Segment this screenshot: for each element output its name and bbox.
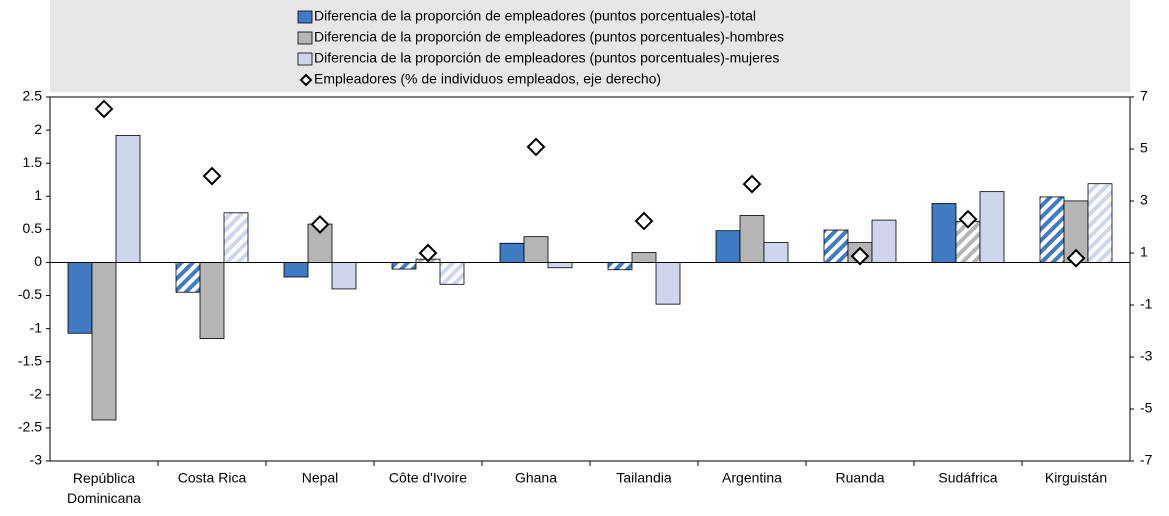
y2-tick-label: -3: [1140, 348, 1153, 364]
bar: [67, 262, 93, 334]
y-tick-label: -2.5: [18, 419, 42, 435]
legend-swatch: [297, 10, 313, 24]
y-tick-label: -3: [30, 452, 43, 468]
bar: [523, 236, 549, 263]
y-tick-label: 2: [34, 121, 42, 137]
diamond-marker: [958, 209, 978, 229]
legend-label: Diferencia de la proporción de empleador…: [314, 8, 756, 24]
bar: [655, 262, 681, 305]
bar: [607, 262, 633, 271]
legend-label: Empleadores (% de individuos empleados, …: [314, 71, 661, 87]
diamond-marker: [310, 214, 330, 234]
bar: [871, 219, 897, 263]
x-tick-label: Sudáfrica: [938, 470, 997, 486]
diamond-marker: [742, 174, 762, 194]
bar: [223, 212, 249, 263]
x-tick-label: Kirguistán: [1045, 470, 1107, 486]
y-tick-label: 1: [34, 187, 42, 203]
diamond-marker: [418, 243, 438, 263]
diamond-marker: [202, 166, 222, 186]
y-tick-label: -2: [30, 386, 43, 402]
legend-label: Diferencia de la proporción de empleador…: [314, 50, 779, 66]
bar: [739, 215, 765, 263]
diamond-marker: [94, 99, 114, 119]
diamond-marker: [850, 246, 870, 266]
bar: [715, 230, 741, 263]
bar: [115, 134, 141, 263]
x-tick-label: Nepal: [302, 470, 339, 486]
x-tick-label: Argentina: [722, 470, 782, 486]
legend-background: [50, 0, 1130, 92]
x-tick-label: Costa Rica: [178, 470, 247, 486]
x-tick-label: Tailandia: [616, 470, 671, 486]
legend-marker: [299, 73, 313, 87]
diamond-marker: [634, 211, 654, 231]
bar: [199, 262, 225, 339]
y-tick-label: -0.5: [18, 286, 42, 302]
bar: [283, 262, 309, 278]
y2-tick-label: -5: [1140, 400, 1153, 416]
y2-tick-label: -7: [1140, 452, 1153, 468]
y2-tick-label: -1: [1140, 296, 1153, 312]
y-tick-label: 2.5: [23, 88, 43, 104]
bar: [979, 191, 1005, 263]
legend-swatch: [297, 31, 313, 45]
bar: [1039, 196, 1065, 263]
bar: [1087, 183, 1113, 263]
y-tick-label: 1.5: [23, 154, 43, 170]
bar: [331, 262, 357, 290]
x-tick-label: Côte d'Ivoire: [389, 470, 467, 486]
y2-tick-label: 1: [1140, 244, 1148, 260]
bar: [631, 252, 657, 263]
bar: [91, 262, 117, 421]
diamond-marker: [526, 137, 546, 157]
bar: [763, 242, 789, 263]
y-tick-label: 0.5: [23, 220, 43, 236]
bar: [823, 229, 849, 263]
bar: [931, 203, 957, 263]
y2-tick-label: 3: [1140, 192, 1148, 208]
bar: [175, 262, 201, 293]
y2-tick-label: 7: [1140, 88, 1148, 104]
x-tick-label: República Dominicana: [67, 470, 141, 506]
bar: [547, 262, 573, 269]
x-tick-label: Ghana: [515, 470, 557, 486]
y-tick-label: -1.5: [18, 352, 42, 368]
diamond-marker: [1066, 248, 1086, 268]
x-tick-label: Ruanda: [835, 470, 884, 486]
bar: [499, 242, 525, 263]
legend-label: Diferencia de la proporción de empleador…: [314, 29, 784, 45]
y-tick-label: 0: [34, 253, 42, 269]
y2-tick-label: 5: [1140, 140, 1148, 156]
bar: [391, 262, 417, 270]
y-tick-label: -1: [30, 319, 43, 335]
legend-swatch: [297, 52, 313, 66]
bar: [439, 262, 465, 285]
